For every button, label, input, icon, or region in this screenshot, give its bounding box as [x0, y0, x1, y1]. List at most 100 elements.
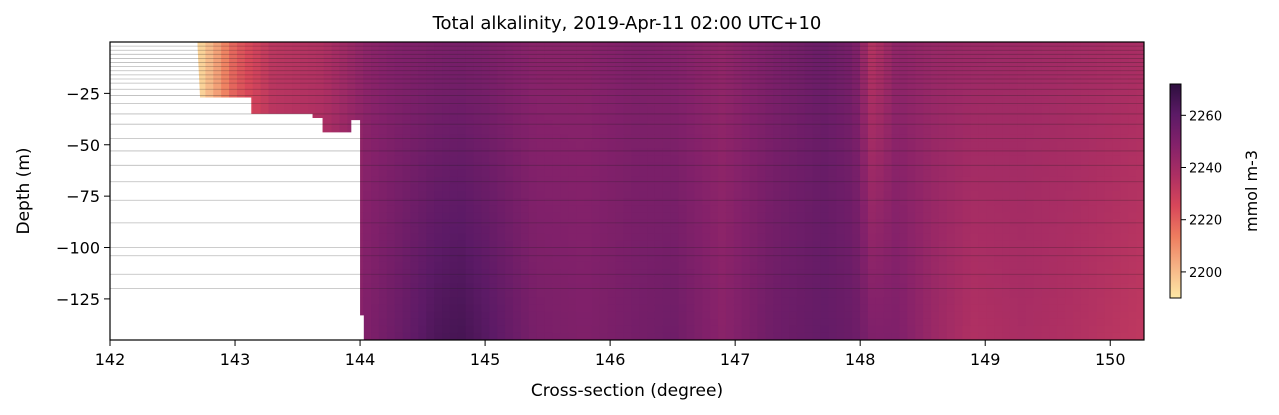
heatmap-cell — [962, 240, 972, 249]
heatmap-cell — [702, 276, 711, 284]
heatmap-cell — [907, 162, 916, 171]
heatmap-cell — [954, 290, 964, 299]
heatmap-cell — [804, 205, 814, 213]
heatmap-cell — [1049, 70, 1058, 79]
heatmap-cell — [741, 205, 751, 213]
heatmap-cell — [867, 98, 877, 107]
heatmap-cell — [252, 98, 262, 107]
heatmap-cell — [1009, 269, 1019, 277]
heatmap-cell — [836, 318, 845, 327]
heatmap-cell — [741, 332, 751, 340]
heatmap-cell — [725, 332, 735, 340]
heatmap-cell — [670, 127, 680, 135]
heatmap-cell — [1104, 84, 1114, 93]
heatmap-cell — [789, 63, 798, 71]
heatmap-cell — [954, 219, 964, 228]
heatmap-cell — [1017, 49, 1027, 57]
heatmap-cell — [1120, 191, 1129, 199]
heatmap-cell — [623, 247, 632, 256]
heatmap-cell — [789, 212, 798, 220]
heatmap-cell — [1057, 120, 1066, 128]
heatmap-cell — [631, 304, 640, 313]
heatmap-cell — [465, 134, 475, 142]
heatmap-cell — [962, 176, 972, 185]
heatmap-cell — [363, 325, 372, 334]
heatmap-cell — [915, 127, 924, 135]
heatmap-cell — [836, 56, 845, 64]
heatmap-cell — [1025, 77, 1035, 86]
heatmap-cell — [741, 91, 751, 100]
heatmap-cell — [765, 311, 774, 320]
heatmap-cell — [331, 77, 341, 86]
heatmap-cell — [442, 240, 451, 249]
heatmap-cell — [442, 304, 451, 313]
heatmap-cell — [647, 191, 656, 199]
heatmap-cell — [1057, 84, 1066, 93]
heatmap-cell — [576, 141, 585, 150]
heatmap-cell — [497, 127, 506, 135]
heatmap-cell — [465, 127, 475, 135]
heatmap-cell — [284, 105, 293, 114]
heatmap-cell — [812, 91, 822, 100]
heatmap-cell — [725, 183, 735, 192]
heatmap-cell — [670, 176, 680, 185]
heatmap-cell — [528, 198, 538, 206]
heatmap-cell — [867, 112, 877, 121]
heatmap-cell — [323, 120, 333, 128]
heatmap-cell — [844, 205, 853, 213]
heatmap-cell — [418, 226, 427, 235]
heatmap-cell — [513, 176, 522, 185]
heatmap-cell — [378, 183, 388, 192]
heatmap-cell — [741, 162, 751, 171]
heatmap-cell — [733, 91, 743, 100]
heatmap-cell — [1017, 183, 1027, 192]
heatmap-cell — [773, 134, 782, 142]
heatmap-cell — [986, 332, 995, 340]
heatmap-cell — [386, 155, 396, 164]
heatmap-cell — [1104, 304, 1114, 313]
heatmap-cell — [615, 311, 625, 320]
heatmap-cell — [1096, 63, 1106, 71]
heatmap-cell — [907, 261, 916, 270]
heatmap-cell — [363, 297, 372, 306]
heatmap-cell — [229, 70, 238, 79]
heatmap-cell — [639, 63, 648, 71]
heatmap-cell — [891, 141, 901, 150]
heatmap-cell — [946, 269, 956, 277]
heatmap-cell — [465, 141, 475, 150]
heatmap-cell — [599, 205, 609, 213]
heatmap-cell — [820, 134, 830, 142]
heatmap-cell — [513, 290, 522, 299]
heatmap-cell — [1096, 247, 1106, 256]
heatmap-cell — [733, 56, 743, 64]
heatmap-cell — [875, 176, 885, 185]
heatmap-cell — [725, 77, 735, 86]
heatmap-cell — [307, 49, 317, 57]
heatmap-cell — [371, 311, 380, 320]
heatmap-cell — [749, 311, 759, 320]
heatmap-cell — [386, 98, 396, 107]
heatmap-cell — [923, 155, 932, 164]
heatmap-cell — [694, 84, 703, 93]
heatmap-cell — [804, 127, 814, 135]
heatmap-cell — [402, 98, 412, 107]
heatmap-cell — [378, 290, 388, 299]
heatmap-cell — [670, 297, 680, 306]
heatmap-cell — [812, 290, 822, 299]
heatmap-cell — [970, 261, 979, 270]
heatmap-cell — [962, 318, 972, 327]
heatmap-cell — [670, 98, 680, 107]
heatmap-cell — [662, 42, 672, 50]
heatmap-cell — [489, 148, 498, 157]
heatmap-cell — [844, 276, 853, 284]
heatmap-cell — [923, 276, 932, 284]
heatmap-cell — [875, 141, 885, 150]
heatmap-cell — [449, 261, 459, 270]
heatmap-cell — [481, 162, 490, 171]
heatmap-cell — [844, 254, 853, 263]
heatmap-cell — [915, 98, 924, 107]
heatmap-cell — [520, 49, 530, 57]
heatmap-cell — [978, 77, 987, 86]
heatmap-cell — [639, 318, 648, 327]
heatmap-cell — [623, 70, 632, 79]
